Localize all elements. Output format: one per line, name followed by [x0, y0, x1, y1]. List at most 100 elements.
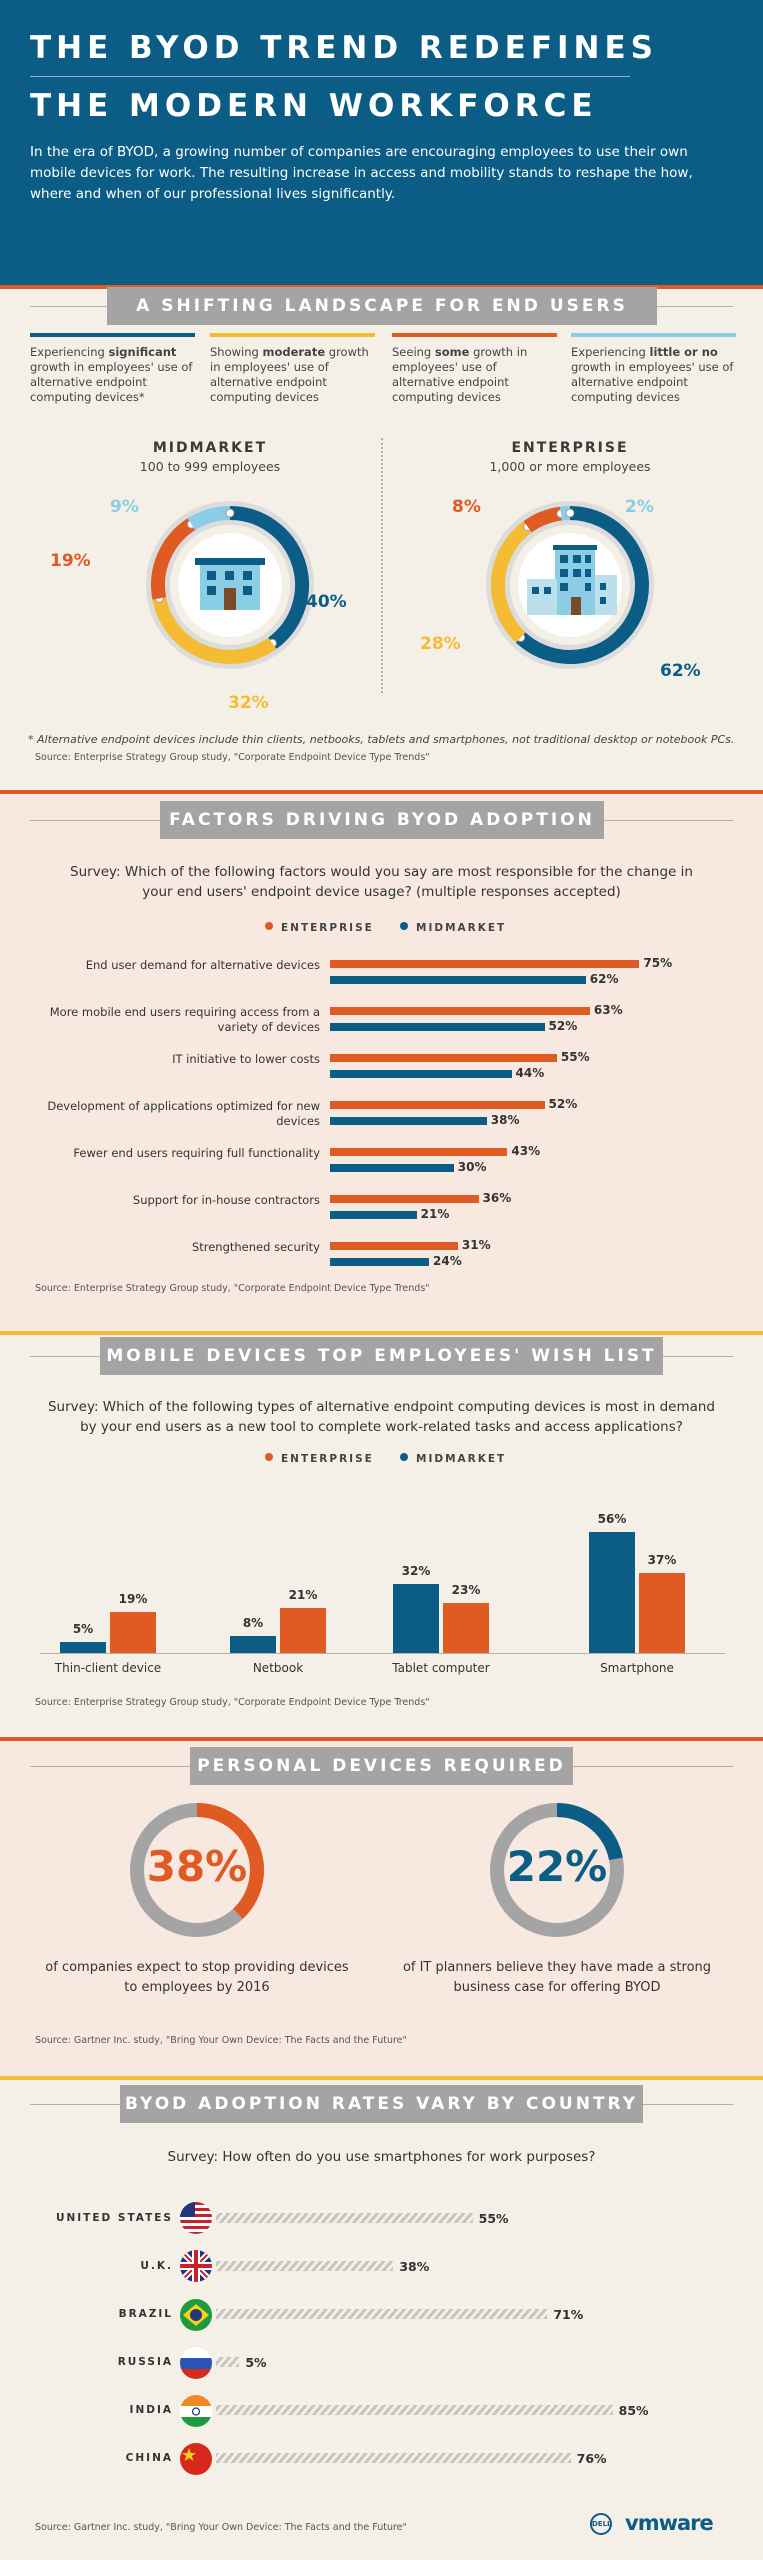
country-label: U.K.: [140, 2260, 173, 2272]
data-label: 37%: [647, 1552, 677, 1567]
enterprise-bar: [280, 1607, 326, 1653]
divider: [0, 790, 763, 794]
x-axis: [40, 1653, 725, 1654]
section4-banner: PERSONAL DEVICES REQUIRED: [190, 1747, 573, 1785]
donut-slice: [229, 506, 309, 649]
bar-category-label: Smartphone: [600, 1661, 674, 1675]
divider: [0, 1331, 763, 1335]
data-label: 9%: [110, 497, 139, 517]
midmarket-subtitle: 100 to 999 employees: [139, 459, 281, 474]
bar-category-label: Support for in-house contractors: [132, 1193, 320, 1207]
source: Source: Enterprise Strategy Group study,…: [35, 1697, 430, 1708]
intro-text: In the era of BYOD, a growing number of …: [30, 144, 693, 202]
dell-logo-text: DELL: [592, 2520, 612, 2528]
data-label: 62%: [660, 661, 701, 681]
section5-banner: BYOD ADOPTION RATES VARY BY COUNTRY: [120, 2085, 643, 2123]
legend-text: Showing moderate growth in employees' us…: [210, 345, 369, 404]
midmarket-bar: [330, 1023, 545, 1031]
data-label: 21%: [420, 1207, 450, 1221]
stat2-caption: of IT planners believe they have made a …: [402, 1960, 712, 1995]
survey-question: Survey: Which of the following types of …: [47, 1399, 716, 1435]
bar-category-label: End user demand for alternative devices: [85, 958, 320, 972]
midmarket-bar: [230, 1635, 276, 1653]
data-label: 62%: [589, 972, 619, 986]
country-label: BRAZIL: [118, 2308, 173, 2320]
country-bar: [216, 2213, 473, 2223]
data-label: 5%: [245, 2355, 267, 2370]
data-label: 32%: [401, 1563, 431, 1578]
data-label: 63%: [593, 1003, 623, 1017]
country-bar: [216, 2453, 571, 2463]
survey-question: Survey: How often do you use smartphones…: [167, 2149, 596, 2165]
legend-enterprise: ENTERPRISE: [265, 1453, 374, 1465]
legend-midmarket: MIDMARKET: [400, 922, 506, 934]
section2-banner: FACTORS DRIVING BYOD ADOPTION: [160, 801, 604, 839]
data-label: 85%: [618, 2403, 649, 2418]
buildings-icon: [527, 545, 617, 615]
enterprise-bar: [330, 1242, 458, 1250]
data-label: 71%: [553, 2307, 584, 2322]
midmarket-bar: [330, 1117, 487, 1125]
source: Source: Enterprise Strategy Group study,…: [35, 752, 430, 763]
stat2-ring: [490, 1803, 624, 1937]
enterprise-bar: [330, 1101, 545, 1109]
donut-slice: [151, 518, 196, 600]
legend-text: Experiencing significant growth in emplo…: [30, 345, 193, 404]
data-label: 40%: [306, 592, 347, 612]
enterprise-bar: [443, 1603, 489, 1653]
stat2-value: 22%: [506, 1842, 608, 1891]
data-label: 31%: [461, 1238, 491, 1252]
legend-dot: [400, 922, 408, 930]
data-label: 24%: [433, 1254, 462, 1268]
bar-category-label: Thin-client device: [54, 1661, 162, 1675]
divider: [0, 1737, 763, 1741]
dell-logo-icon: DELL: [590, 2513, 612, 2535]
source: Source: Gartner Inc. study, "Bring Your …: [35, 2522, 407, 2533]
bar-category-label: IT initiative to lower costs: [172, 1052, 320, 1066]
legend-text: Experiencing little or no growth in empl…: [571, 345, 734, 404]
title-line-2: THE MODERN WORKFORCE: [30, 88, 598, 124]
midmarket-bar: [589, 1531, 635, 1653]
legend-dot: [400, 1453, 408, 1461]
ring-progress: [556, 1803, 623, 1861]
enterprise-bar: [330, 1007, 590, 1015]
building-icon: [195, 555, 265, 610]
country-bar: [216, 2309, 548, 2319]
midmarket-bar: [60, 1642, 106, 1653]
flag-brazil-icon: [180, 2299, 212, 2331]
legend-text: Seeing some growth in employees' use of …: [392, 345, 528, 404]
data-label: 8%: [452, 497, 481, 517]
legend-swatch: [392, 333, 557, 337]
data-label: 19%: [118, 1591, 148, 1606]
enterprise-bar: [330, 1054, 557, 1062]
data-label: 55%: [478, 2211, 509, 2226]
data-label: 2%: [625, 497, 654, 517]
header: THE BYOD TREND REDEFINES THE MODERN WORK…: [0, 0, 763, 285]
flag-russia-icon: [180, 2347, 212, 2379]
data-label: 32%: [228, 693, 269, 713]
enterprise-bar: [330, 1195, 479, 1203]
data-label: 38%: [399, 2259, 430, 2274]
legend-swatch: [571, 333, 736, 337]
data-label: 28%: [420, 634, 461, 654]
section1-banner: A SHIFTING LANDSCAPE FOR END USERS: [107, 287, 657, 325]
divider: [381, 438, 383, 693]
legend-item: Experiencing significant growth in emplo…: [30, 333, 195, 405]
slice-marker: [225, 508, 235, 518]
donut-slice: [515, 506, 649, 664]
legend-swatch: [30, 333, 195, 337]
footnote: * Alternative endpoint devices include t…: [28, 733, 735, 746]
data-label: 56%: [597, 1511, 627, 1526]
flag-us-icon: [180, 2202, 212, 2234]
section4-background: [0, 1741, 763, 2078]
data-label: 30%: [457, 1160, 487, 1174]
country-bar: [216, 2357, 240, 2367]
legend-label: ENTERPRISE: [281, 922, 374, 934]
data-label: 52%: [548, 1019, 578, 1033]
legend-item: Showing moderate growth in employees' us…: [210, 333, 375, 405]
midmarket-bar: [330, 1164, 454, 1172]
enterprise-subtitle: 1,000 or more employees: [489, 459, 651, 474]
country-label: CHINA: [125, 2452, 173, 2464]
title-line-1: THE BYOD TREND REDEFINES: [30, 30, 658, 66]
legend-label: MIDMARKET: [416, 1453, 507, 1465]
